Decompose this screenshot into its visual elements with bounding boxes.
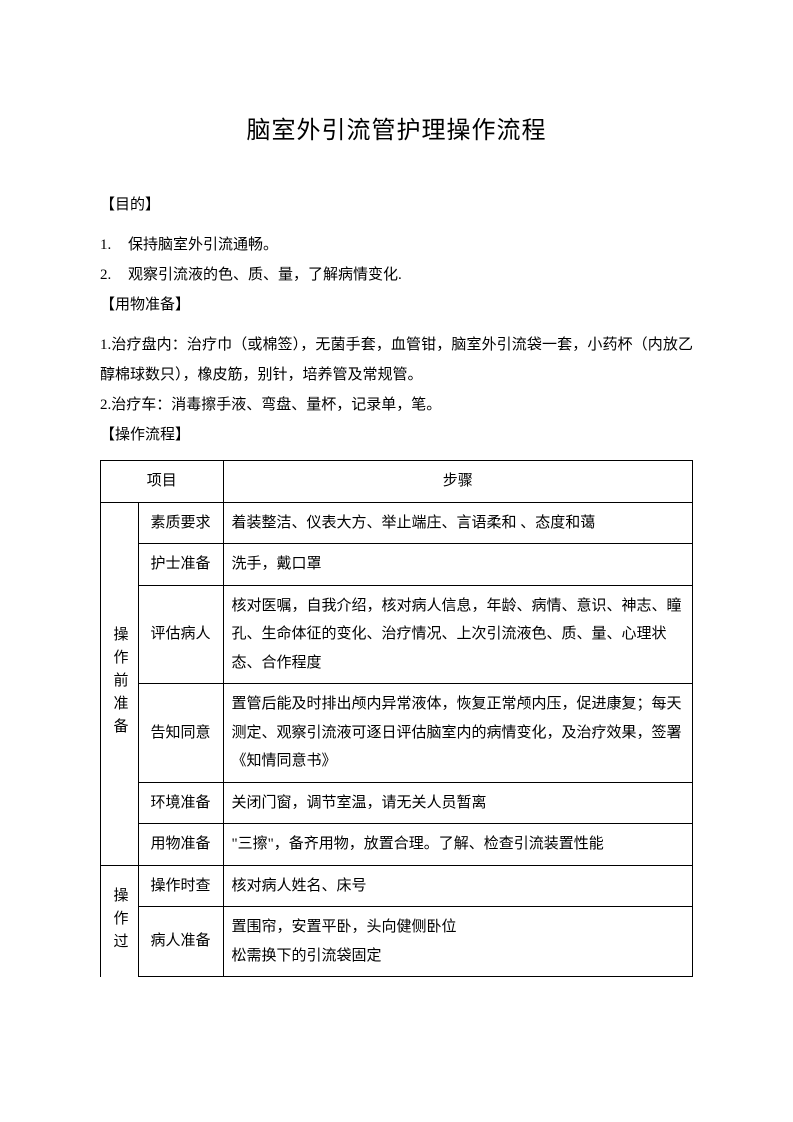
preparation-header: 【用物准备】 <box>100 290 693 320</box>
row-step: 着装整洁、仪表大方、举止端庄、言语柔和 、态度和蔼 <box>223 502 693 544</box>
table-row: 操作前准备 素质要求 着装整洁、仪表大方、举止端庄、言语柔和 、态度和蔼 <box>101 502 693 544</box>
table-header-row: 项目 步骤 <box>101 461 693 503</box>
row-step: 置管后能及时排出颅内异常液体，恢复正常颅内压，促进康复；每天测定、观察引流液可逐… <box>223 684 693 783</box>
row-step: 关闭门窗，调节室温，请无关人员暂离 <box>223 782 693 824</box>
purpose-item-1: 1.保持脑室外引流通畅。 <box>100 230 693 260</box>
row-item: 素质要求 <box>138 502 223 544</box>
purpose-text-2: 观察引流液的色、质、量，了解病情变化. <box>128 267 402 283</box>
row-step: 置围帘，安置平卧，头向健侧卧位 松需换下的引流袋固定 <box>223 907 693 977</box>
row-item: 护士准备 <box>138 544 223 586</box>
table-row: 操作过 操作时查 核对病人姓名、床号 <box>101 865 693 907</box>
row-item: 环境准备 <box>138 782 223 824</box>
row-item: 告知同意 <box>138 684 223 783</box>
table-row: 护士准备 洗手，戴口罩 <box>101 544 693 586</box>
page-title: 脑室外引流管护理操作流程 <box>100 110 693 145</box>
preparation-item-2: 2.治疗车：消毒擦手液、弯盘、量杯，记录单，笔。 <box>100 390 693 420</box>
preparation-item-1: 1.治疗盘内：治疗巾（或棉签），无菌手套，血管钳，脑室外引流袋一套，小药杯（内放… <box>100 330 693 390</box>
group1-label: 操作前准备 <box>101 502 139 865</box>
purpose-header: 【目的】 <box>100 190 693 220</box>
procedure-table: 项目 步骤 操作前准备 素质要求 着装整洁、仪表大方、举止端庄、言语柔和 、态度… <box>100 460 693 977</box>
group2-label: 操作过 <box>101 865 139 977</box>
row-item: 用物准备 <box>138 824 223 866</box>
row-step: 核对病人姓名、床号 <box>223 865 693 907</box>
row-item: 操作时查 <box>138 865 223 907</box>
purpose-item-2: 2.观察引流液的色、质、量，了解病情变化. <box>100 260 693 290</box>
row-item: 病人准备 <box>138 907 223 977</box>
row-step: "三擦"，备齐用物，放置合理。了解、检查引流装置性能 <box>223 824 693 866</box>
table-row: 用物准备 "三擦"，备齐用物，放置合理。了解、检查引流装置性能 <box>101 824 693 866</box>
table-row: 病人准备 置围帘，安置平卧，头向健侧卧位 松需换下的引流袋固定 <box>101 907 693 977</box>
table-row: 告知同意 置管后能及时排出颅内异常液体，恢复正常颅内压，促进康复；每天测定、观察… <box>101 684 693 783</box>
row-step: 洗手，戴口罩 <box>223 544 693 586</box>
table-row: 环境准备 关闭门窗，调节室温，请无关人员暂离 <box>101 782 693 824</box>
header-item: 项目 <box>101 461 224 503</box>
header-step: 步骤 <box>223 461 693 503</box>
procedure-header: 【操作流程】 <box>100 420 693 450</box>
purpose-text-1: 保持脑室外引流通畅。 <box>128 237 278 253</box>
row-step: 核对医嘱，自我介绍，核对病人信息，年龄、病情、意识、神志、瞳孔、生命体征的变化、… <box>223 585 693 684</box>
table-row: 评估病人 核对医嘱，自我介绍，核对病人信息，年龄、病情、意识、神志、瞳孔、生命体… <box>101 585 693 684</box>
row-item: 评估病人 <box>138 585 223 684</box>
